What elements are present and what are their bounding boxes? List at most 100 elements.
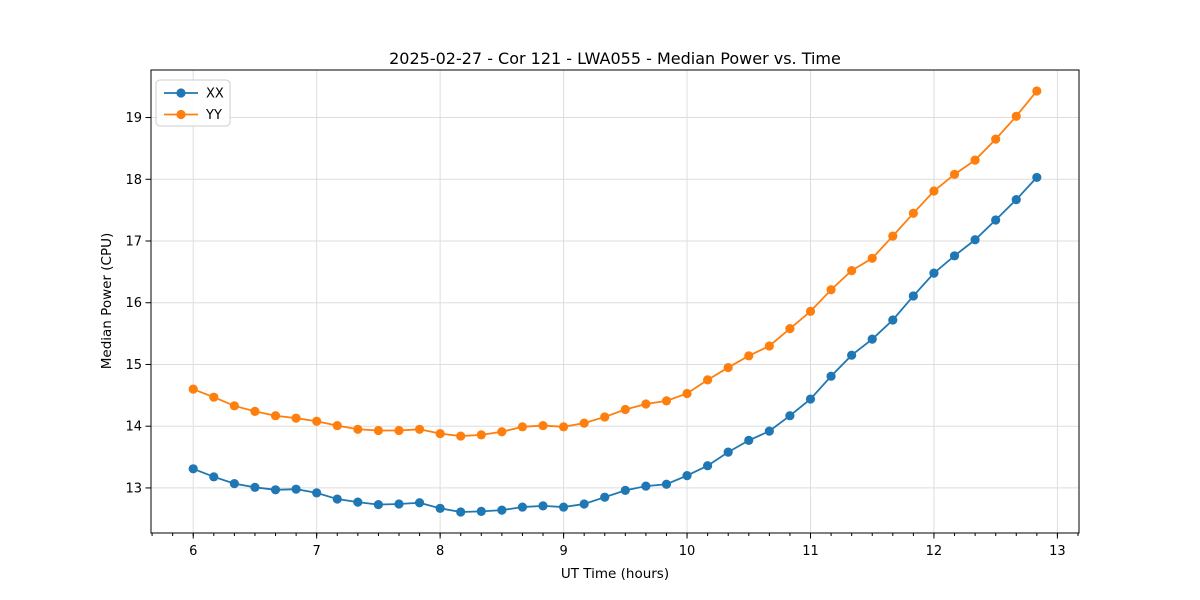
- data-point: [847, 350, 857, 360]
- series-yy: [188, 86, 1042, 441]
- plot-border: [150, 69, 1080, 534]
- data-point: [867, 334, 877, 344]
- data-point: [188, 384, 198, 394]
- data-point: [332, 494, 342, 504]
- data-point: [949, 169, 960, 179]
- legend-marker-icon: [176, 88, 186, 98]
- data-point: [949, 251, 960, 261]
- data-point: [291, 413, 301, 423]
- data-point: [312, 416, 322, 426]
- data-point: [867, 253, 877, 263]
- data-point: [538, 501, 548, 511]
- data-point: [764, 426, 774, 436]
- data-point: [826, 285, 836, 295]
- data-point: [661, 479, 672, 489]
- grid-layer: [151, 70, 1079, 533]
- y-axis-label: Median Power (CPU): [99, 233, 115, 369]
- data-point: [1032, 172, 1042, 183]
- data-point: [682, 388, 692, 399]
- series-line: [192, 176, 1038, 513]
- x-tick-label: 8: [436, 544, 444, 559]
- data-point: [579, 499, 589, 509]
- x-tick-label: 13: [1049, 544, 1066, 559]
- x-tick-label: 12: [926, 544, 943, 559]
- y-tick-label: 15: [125, 358, 142, 373]
- data-point: [435, 429, 445, 439]
- data-point: [785, 324, 795, 334]
- legend-label: YY: [205, 108, 222, 123]
- data-point: [250, 406, 260, 416]
- data-point: [1011, 111, 1021, 121]
- data-point: [970, 155, 980, 165]
- data-point: [620, 404, 630, 415]
- data-point: [435, 503, 445, 513]
- data-point: [661, 396, 672, 406]
- data-point: [785, 411, 795, 421]
- data-point: [558, 502, 569, 512]
- data-point: [229, 479, 239, 489]
- y-tick-label: 13: [125, 481, 142, 496]
- data-point: [209, 392, 219, 402]
- data-point: [805, 306, 816, 316]
- data-point: [908, 291, 918, 301]
- data-point: [1011, 195, 1021, 205]
- data-point: [456, 507, 466, 517]
- data-point: [764, 341, 774, 351]
- data-point: [847, 266, 857, 276]
- data-point: [270, 485, 281, 495]
- series-layer: [188, 86, 1042, 517]
- x-tick-label: 6: [189, 544, 197, 559]
- data-point: [517, 502, 528, 512]
- data-point: [476, 430, 486, 440]
- data-point: [497, 505, 507, 515]
- legend: XX YY: [155, 79, 231, 127]
- data-point: [538, 420, 548, 431]
- data-point: [229, 401, 239, 411]
- y-tick-label: 18: [125, 173, 142, 188]
- data-point: [497, 427, 507, 437]
- x-tick-label: 7: [313, 544, 321, 559]
- data-point: [373, 425, 383, 436]
- data-point: [414, 498, 425, 508]
- data-point: [888, 315, 898, 325]
- data-point: [558, 422, 569, 432]
- data-point: [703, 375, 713, 385]
- tick-label-layer: 6 7 8 9 10 11 12 13 13 14 15 16 17 18 19: [125, 111, 1065, 559]
- series-xx: [188, 172, 1042, 517]
- data-point: [332, 420, 342, 431]
- data-point: [394, 499, 404, 509]
- chart-title: 2025-02-27 - Cor 121 - LWA055 - Median P…: [389, 49, 841, 68]
- data-point: [1032, 86, 1042, 96]
- data-point: [991, 134, 1001, 144]
- y-tick-label: 16: [125, 296, 142, 311]
- data-point: [929, 186, 939, 196]
- x-tick-label: 10: [679, 544, 696, 559]
- data-point: [414, 424, 425, 434]
- legend-marker-icon: [176, 109, 186, 120]
- x-tick-label: 9: [559, 544, 567, 559]
- y-tick-label: 19: [125, 111, 142, 126]
- data-point: [579, 418, 589, 428]
- legend-label: XX: [206, 87, 224, 102]
- data-point: [991, 215, 1001, 225]
- series-line: [192, 90, 1038, 437]
- data-point: [805, 394, 816, 404]
- data-point: [620, 485, 630, 495]
- data-point: [209, 472, 219, 482]
- data-point: [312, 488, 322, 498]
- tick-layer: [145, 117, 1079, 539]
- y-tick-label: 14: [125, 420, 142, 435]
- data-point: [250, 482, 260, 492]
- data-point: [291, 484, 301, 494]
- data-point: [970, 235, 980, 245]
- data-point: [744, 351, 754, 361]
- data-point: [641, 481, 651, 491]
- data-point: [600, 492, 610, 502]
- data-point: [641, 399, 651, 409]
- data-point: [517, 422, 528, 432]
- data-point: [373, 500, 383, 510]
- x-axis-label: UT Time (hours): [561, 566, 669, 582]
- data-point: [682, 470, 692, 481]
